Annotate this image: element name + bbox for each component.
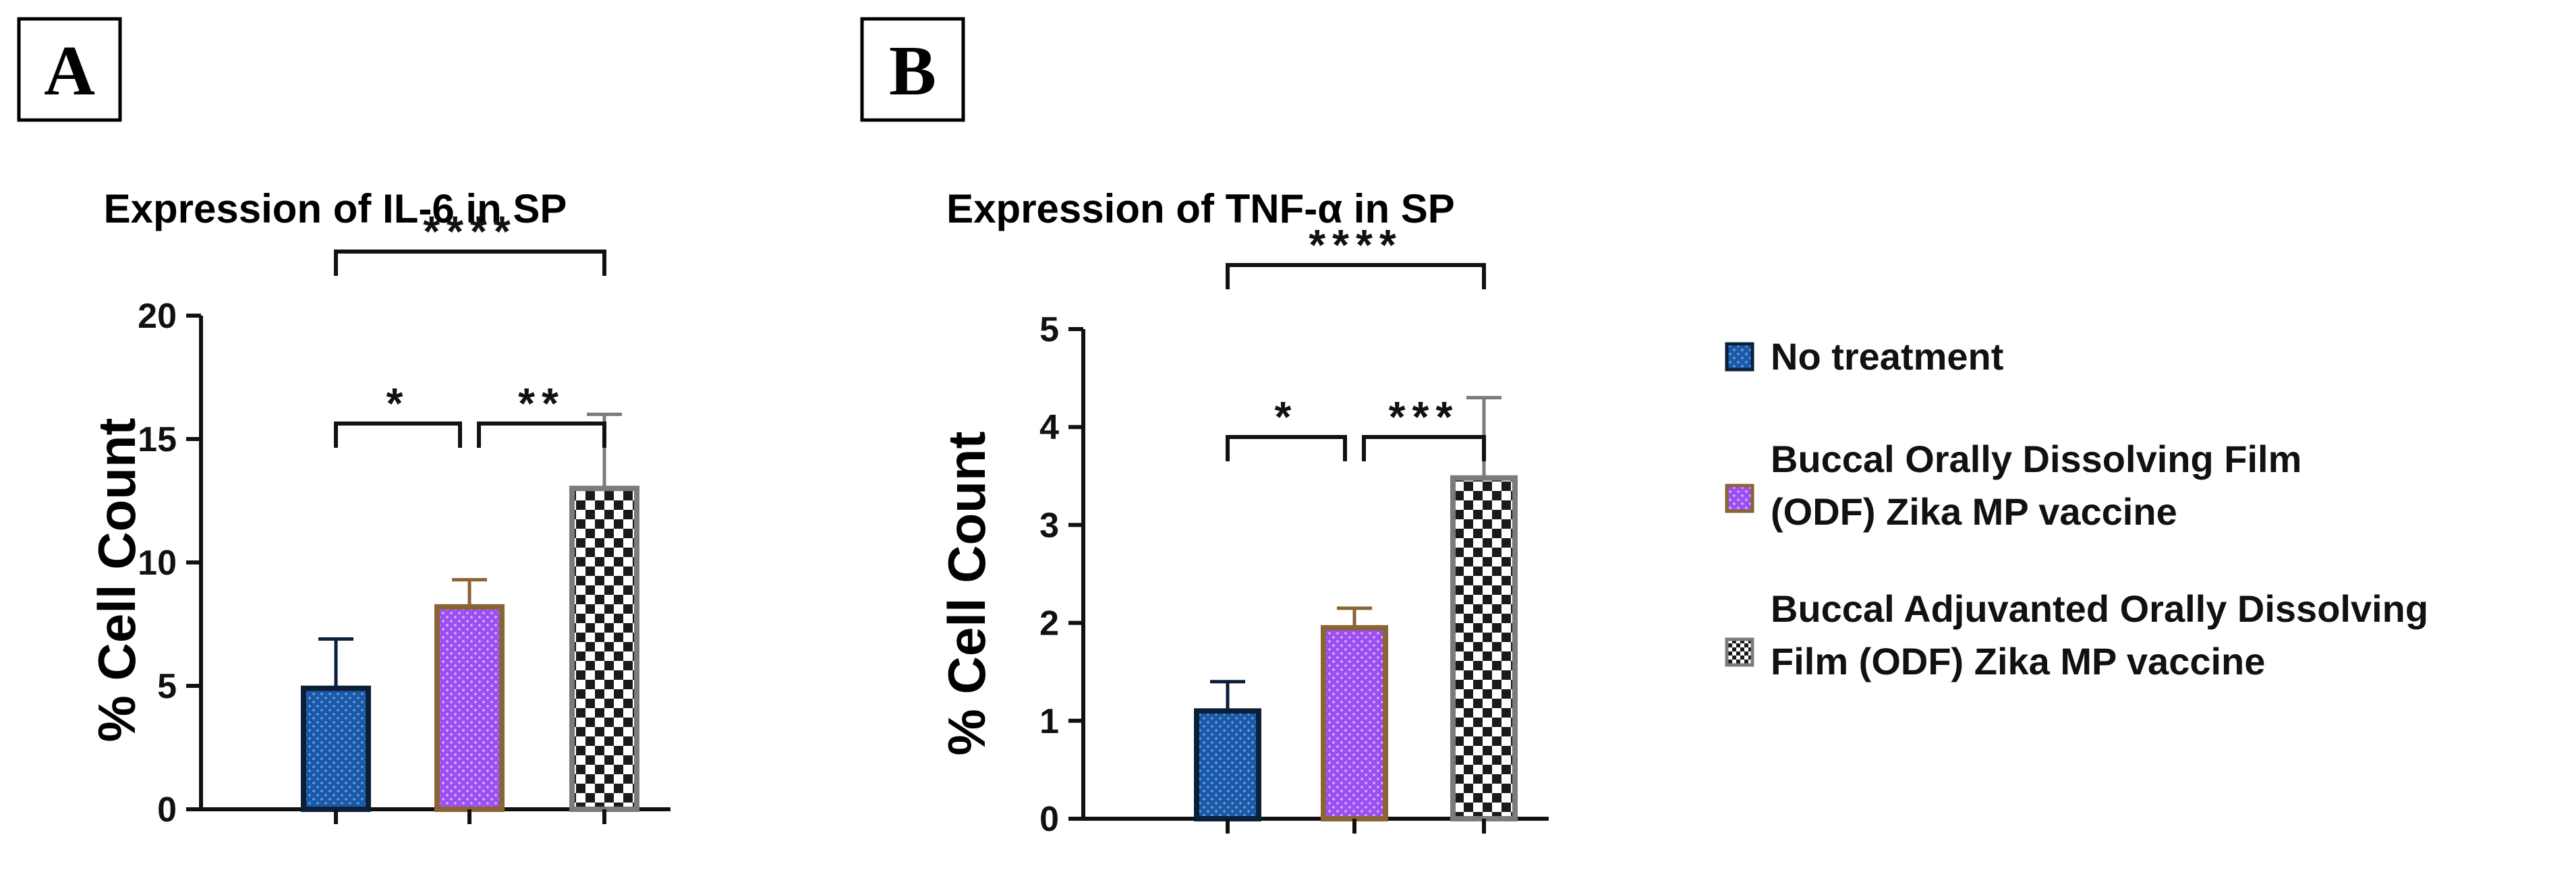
panel-b-y-tick-label: 2 <box>1039 604 1059 643</box>
panel-b-y-tick-label: 3 <box>1039 506 1059 545</box>
panel-b-significance-label: *** <box>1389 393 1460 441</box>
panel-a-significance-label: **** <box>423 207 517 256</box>
panel-b-significance-label: **** <box>1309 221 1403 269</box>
panel-b-y-tick-label: 1 <box>1039 702 1059 741</box>
panel-b-significance-bracket <box>1226 435 1347 461</box>
panel-b-y-tick-label: 0 <box>1039 800 1059 839</box>
panel-b-bar-adjuvanted-odf <box>1450 475 1518 821</box>
legend-label-odf-line1: Buccal Orally Dissolving Film <box>1771 438 2301 480</box>
panel-a-significance-label: ** <box>518 379 565 428</box>
legend: No treatment Buccal Orally Dissolving Fi… <box>1725 335 2428 682</box>
panel-a-bar-odf <box>434 604 505 812</box>
panel-a-bar-adjuvanted-odf <box>569 486 639 812</box>
panel-a-y-tick-label: 20 <box>138 297 177 336</box>
legend-swatch-odf <box>1725 484 1754 513</box>
panel-a-significance-bracket <box>334 422 462 448</box>
legend-label-no-treatment: No treatment <box>1771 335 2003 378</box>
panel-b-letter-box <box>860 17 965 122</box>
legend-swatch-adjuvanted-odf <box>1725 637 1754 667</box>
panel-b-significance-bracket <box>1226 263 1486 289</box>
panel-a-bar-no-treatment <box>301 685 371 812</box>
legend-label-adjuvanted-odf-line2: Film (ODF) Zika MP vaccine <box>1771 640 2265 682</box>
panel-a-significance-bracket <box>477 422 606 448</box>
panel-a-y-tick-label: 10 <box>138 544 177 583</box>
panel-a-y-tick-label: 15 <box>138 420 177 459</box>
panel-a-letter: A <box>44 31 95 110</box>
panel-a-letter-box <box>17 17 122 122</box>
panel-a-significance-bracket <box>334 250 606 276</box>
panel-a-y-tick-label: 0 <box>157 790 177 830</box>
legend-swatch-no-treatment <box>1725 342 1754 372</box>
legend-label-odf-line2: (ODF) Zika MP vaccine <box>1771 490 2177 533</box>
panel-a-ylabel: % Cell Count <box>87 417 146 742</box>
panel-a-y-tick-label: 5 <box>157 667 177 706</box>
panel-a: A Expression of IL-6 in SP % Cell Count … <box>17 17 670 830</box>
panel-b-bar-odf <box>1321 624 1388 821</box>
panel-b-significance-label: * <box>1275 393 1298 441</box>
panel-b-y-tick-label: 4 <box>1039 408 1059 447</box>
panel-a-title: Expression of IL-6 in SP <box>104 186 567 231</box>
panel-b-significance-bracket <box>1362 435 1486 461</box>
panel-b-bar-no-treatment <box>1194 708 1261 822</box>
panel-b-y-tick-label: 5 <box>1039 310 1059 349</box>
panel-a-significance-label: * <box>387 379 410 428</box>
panel-b-ylabel: % Cell Count <box>937 431 996 755</box>
panel-b-letter: B <box>889 31 936 110</box>
panel-b-title: Expression of TNF-α in SP <box>946 186 1455 231</box>
panel-b: B Expression of TNF-α in SP % Cell Count… <box>860 17 1549 839</box>
legend-label-adjuvanted-odf-line1: Buccal Adjuvanted Orally Dissolving <box>1771 587 2428 630</box>
